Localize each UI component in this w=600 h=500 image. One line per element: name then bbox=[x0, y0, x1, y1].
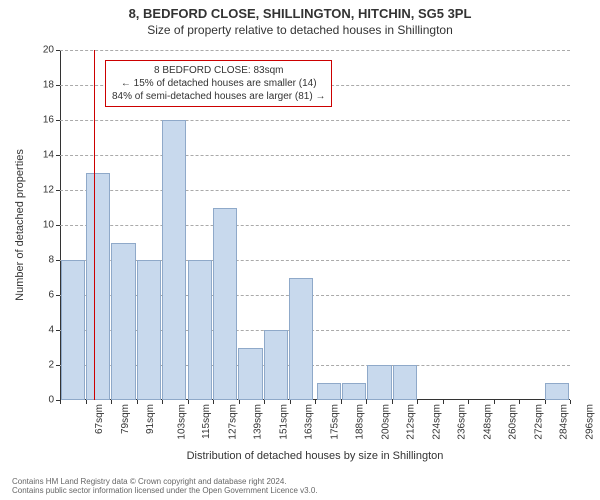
histogram-bar bbox=[61, 260, 85, 400]
x-tick-label: 115sqm bbox=[201, 404, 212, 439]
x-tick-mark bbox=[290, 400, 291, 404]
x-tick-label: 79sqm bbox=[120, 404, 131, 434]
x-tick-mark bbox=[417, 400, 418, 404]
y-tick-label: 20 bbox=[24, 45, 60, 56]
x-tick-mark bbox=[519, 400, 520, 404]
x-tick-label: 296sqm bbox=[584, 404, 595, 440]
chart-subtitle: Size of property relative to detached ho… bbox=[0, 21, 600, 37]
gridline bbox=[60, 50, 570, 51]
y-tick-mark bbox=[56, 295, 60, 296]
x-tick-label: 212sqm bbox=[406, 404, 417, 440]
x-tick-mark bbox=[341, 400, 342, 404]
x-tick-mark bbox=[468, 400, 469, 404]
y-tick-mark bbox=[56, 330, 60, 331]
x-tick-label: 151sqm bbox=[278, 404, 289, 440]
y-tick-label: 0 bbox=[24, 395, 60, 406]
y-tick-mark bbox=[56, 155, 60, 156]
gridline bbox=[60, 190, 570, 191]
x-tick-mark bbox=[443, 400, 444, 404]
x-tick-mark bbox=[315, 400, 316, 404]
y-tick-mark bbox=[56, 50, 60, 51]
histogram-bar bbox=[137, 260, 161, 400]
y-tick-label: 2 bbox=[24, 360, 60, 371]
annotation-box: 8 BEDFORD CLOSE: 83sqm← 15% of detached … bbox=[105, 60, 332, 107]
y-tick-label: 14 bbox=[24, 150, 60, 161]
annotation-line: ← 15% of detached houses are smaller (14… bbox=[112, 77, 325, 90]
x-tick-mark bbox=[60, 400, 61, 404]
x-tick-mark bbox=[264, 400, 265, 404]
y-tick-label: 8 bbox=[24, 255, 60, 266]
y-tick-label: 18 bbox=[24, 80, 60, 91]
x-tick-mark bbox=[213, 400, 214, 404]
histogram-bar bbox=[213, 208, 237, 401]
histogram-bar bbox=[393, 365, 417, 400]
histogram-bar bbox=[367, 365, 391, 400]
histogram-bar bbox=[238, 348, 262, 401]
x-tick-label: 188sqm bbox=[355, 404, 366, 440]
attribution: Contains HM Land Registry data © Crown c… bbox=[12, 477, 318, 496]
y-tick-mark bbox=[56, 190, 60, 191]
x-tick-label: 272sqm bbox=[533, 404, 544, 440]
y-tick-label: 6 bbox=[24, 290, 60, 301]
y-tick-label: 16 bbox=[24, 115, 60, 126]
gridline bbox=[60, 120, 570, 121]
x-tick-mark bbox=[545, 400, 546, 404]
x-tick-mark bbox=[366, 400, 367, 404]
y-tick-label: 12 bbox=[24, 185, 60, 196]
marker-line bbox=[94, 50, 95, 400]
x-tick-label: 103sqm bbox=[176, 404, 187, 440]
x-tick-label: 139sqm bbox=[253, 404, 264, 440]
y-tick-mark bbox=[56, 225, 60, 226]
x-tick-label: 236sqm bbox=[457, 404, 468, 440]
x-tick-mark bbox=[86, 400, 87, 404]
y-tick-mark bbox=[56, 120, 60, 121]
histogram-bar bbox=[111, 243, 135, 401]
y-tick-mark bbox=[56, 85, 60, 86]
x-tick-label: 91sqm bbox=[145, 404, 156, 434]
x-tick-mark bbox=[111, 400, 112, 404]
x-tick-label: 175sqm bbox=[329, 404, 340, 440]
x-tick-mark bbox=[570, 400, 571, 404]
x-tick-label: 284sqm bbox=[559, 404, 570, 440]
x-tick-label: 163sqm bbox=[304, 404, 315, 440]
chart-title: 8, BEDFORD CLOSE, SHILLINGTON, HITCHIN, … bbox=[0, 0, 600, 21]
x-axis-label: Distribution of detached houses by size … bbox=[60, 450, 570, 462]
x-tick-mark bbox=[392, 400, 393, 404]
x-tick-mark bbox=[162, 400, 163, 404]
y-tick-label: 4 bbox=[24, 325, 60, 336]
x-tick-label: 248sqm bbox=[482, 404, 493, 440]
y-tick-label: 10 bbox=[24, 220, 60, 231]
y-tick-mark bbox=[56, 260, 60, 261]
x-tick-label: 67sqm bbox=[94, 404, 105, 434]
x-tick-mark bbox=[239, 400, 240, 404]
histogram-bar bbox=[188, 260, 212, 400]
histogram-bar bbox=[317, 383, 341, 401]
annotation-line: 84% of semi-detached houses are larger (… bbox=[112, 90, 325, 103]
histogram-bar bbox=[162, 120, 186, 400]
x-tick-label: 127sqm bbox=[227, 404, 238, 440]
y-tick-mark bbox=[56, 365, 60, 366]
x-tick-mark bbox=[188, 400, 189, 404]
chart-container: 8, BEDFORD CLOSE, SHILLINGTON, HITCHIN, … bbox=[0, 0, 600, 500]
gridline bbox=[60, 155, 570, 156]
annotation-line: 8 BEDFORD CLOSE: 83sqm bbox=[112, 64, 325, 77]
x-tick-mark bbox=[494, 400, 495, 404]
histogram-bar bbox=[289, 278, 313, 401]
histogram-bar bbox=[86, 173, 110, 401]
histogram-bar bbox=[264, 330, 288, 400]
gridline bbox=[60, 225, 570, 226]
histogram-bar bbox=[342, 383, 366, 401]
x-tick-label: 200sqm bbox=[380, 404, 391, 440]
plot-area: 0246810121416182067sqm79sqm91sqm103sqm11… bbox=[60, 50, 570, 400]
x-tick-label: 224sqm bbox=[431, 404, 442, 440]
x-tick-label: 260sqm bbox=[508, 404, 519, 440]
attribution-line1: Contains HM Land Registry data © Crown c… bbox=[12, 477, 318, 487]
x-tick-mark bbox=[137, 400, 138, 404]
histogram-bar bbox=[545, 383, 569, 401]
attribution-line2: Contains public sector information licen… bbox=[12, 486, 318, 496]
